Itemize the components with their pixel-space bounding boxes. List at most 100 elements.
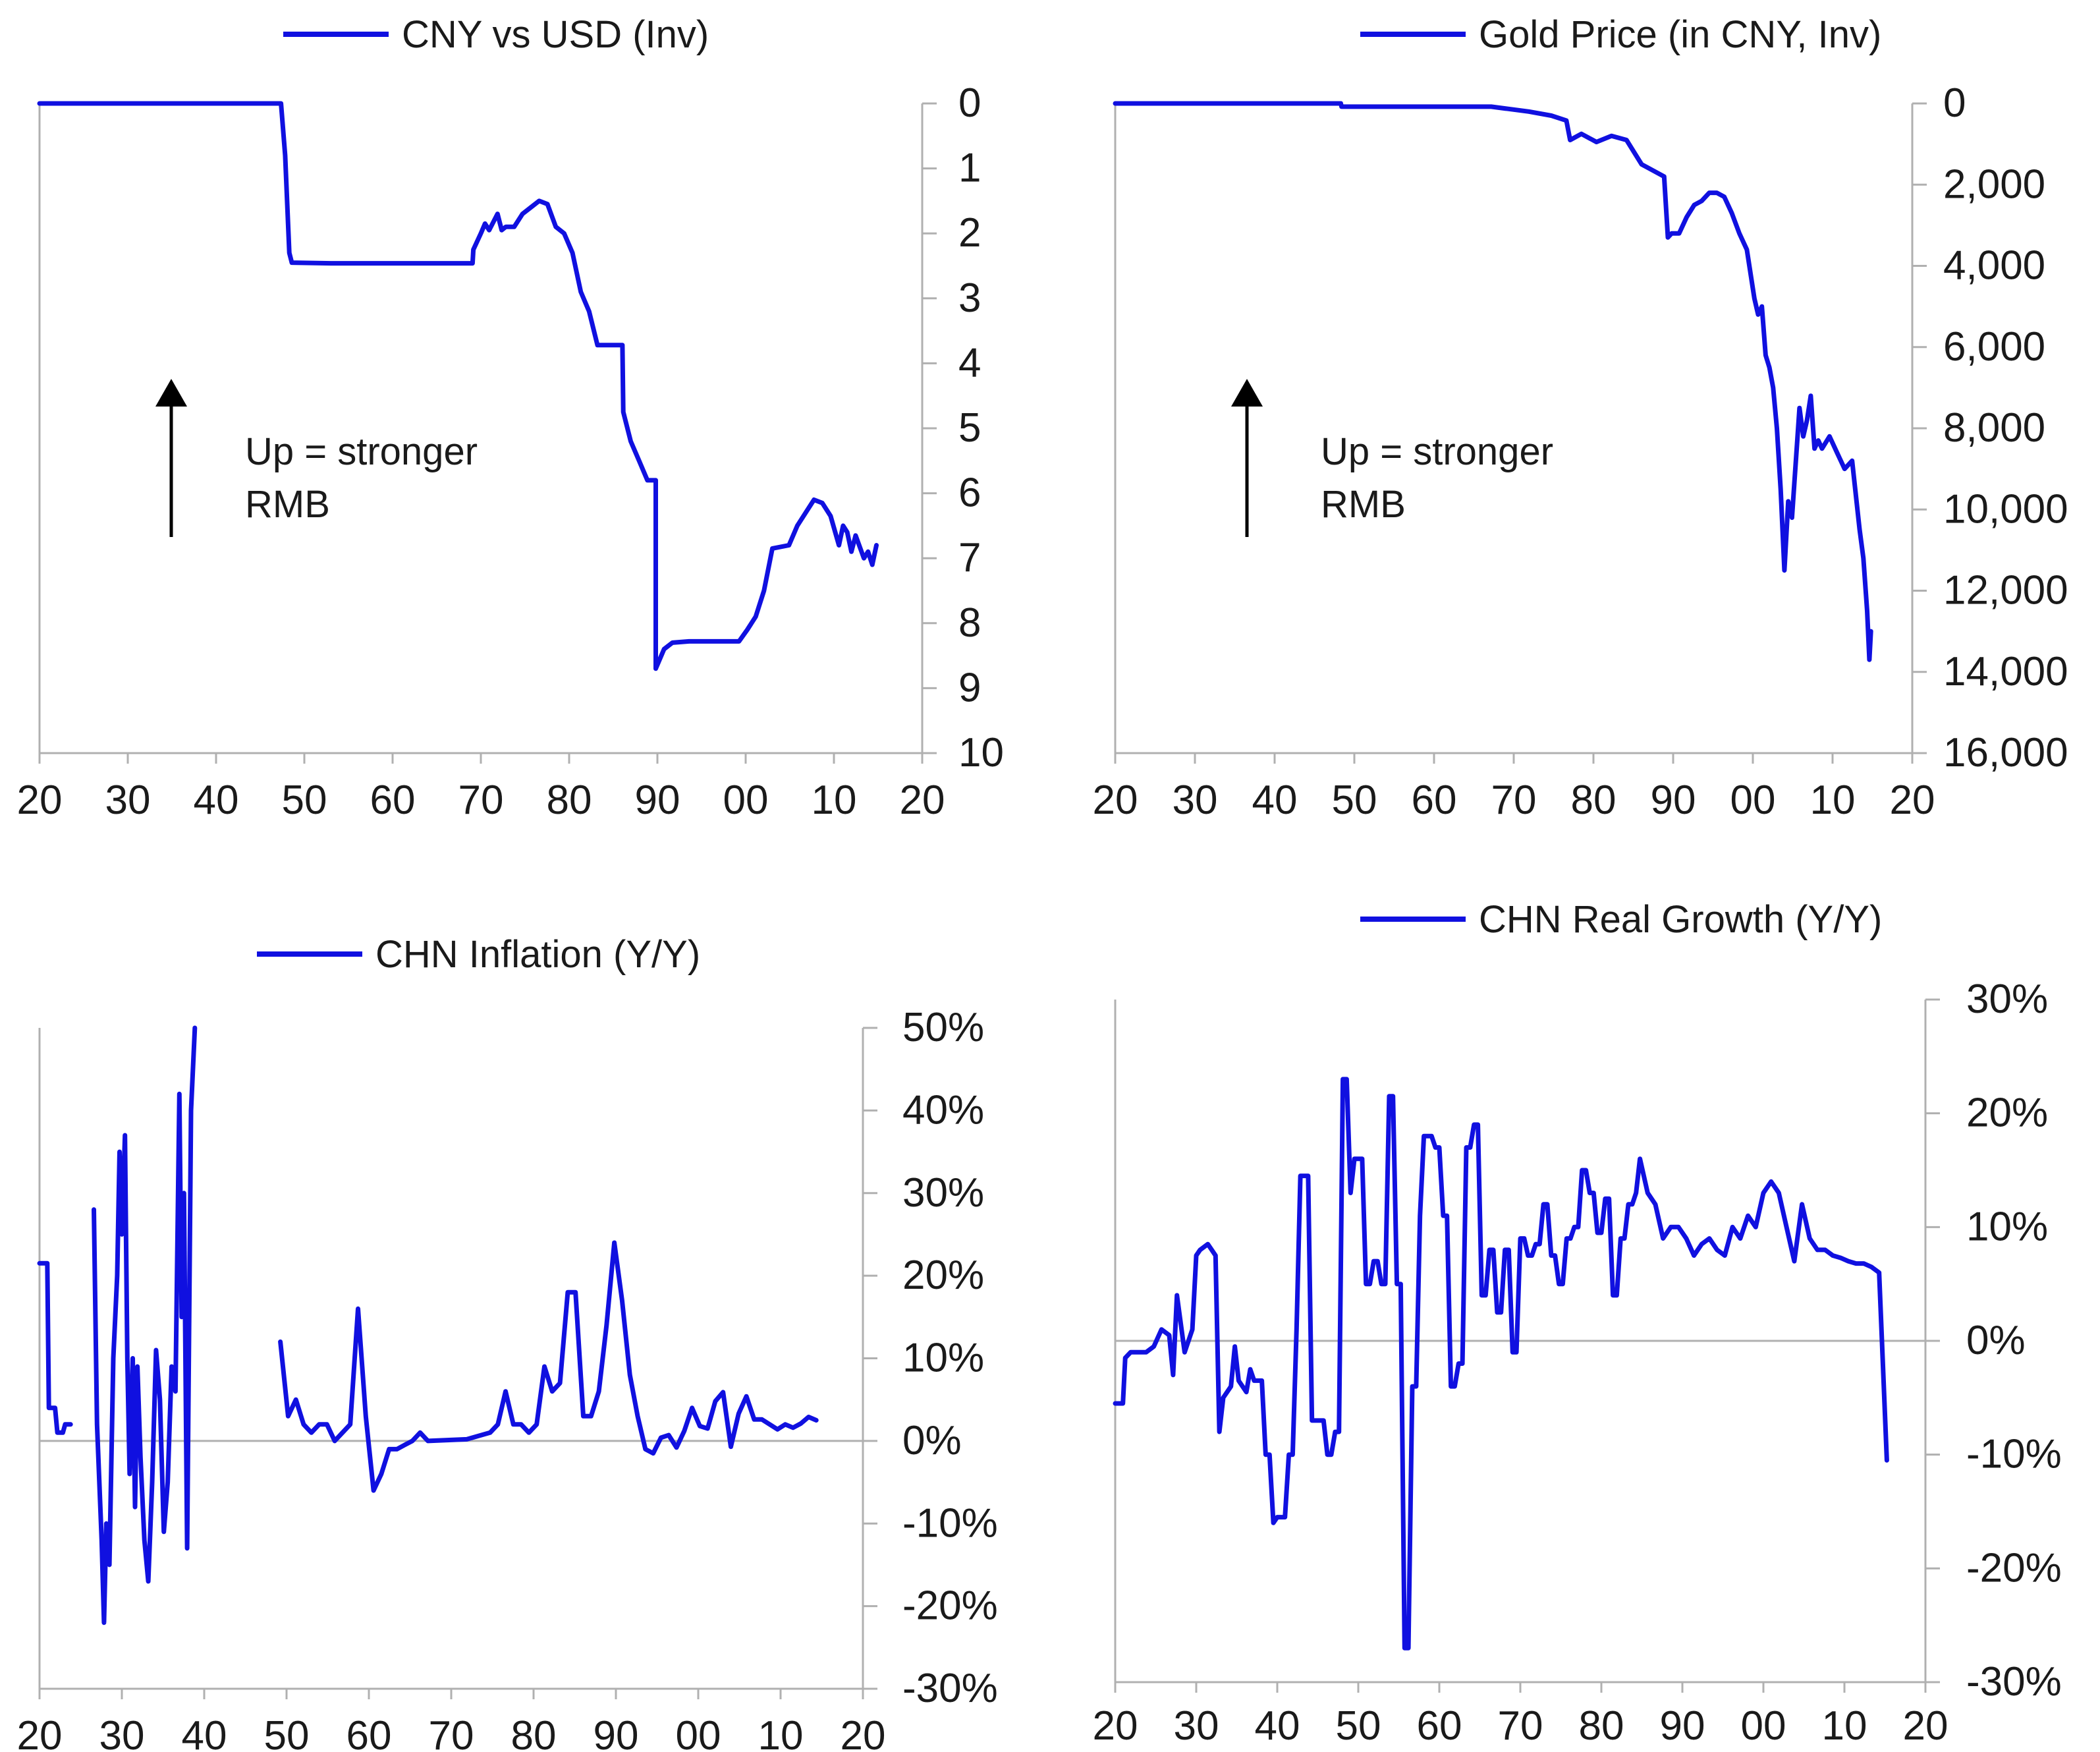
x-tick-label: 20 <box>900 777 945 823</box>
y-tick-label: -20% <box>1966 1545 2062 1591</box>
x-tick-label: 00 <box>1741 1703 1786 1749</box>
series-line <box>1113 101 1873 662</box>
x-tick-label: 70 <box>1491 777 1537 823</box>
x-tick-label: 20 <box>1903 1703 1948 1749</box>
x-tick-label: 50 <box>1336 1703 1381 1749</box>
y-tick-label: 7 <box>958 535 981 580</box>
y-tick-label: 10 <box>958 730 1004 776</box>
x-tick-label: 00 <box>723 777 769 823</box>
legend-label: Gold Price (in CNY, Inv) <box>1479 13 1881 56</box>
x-tick-label: 30 <box>1174 1703 1219 1749</box>
annotation-text: RMB <box>245 483 330 526</box>
x-tick-label: 90 <box>1660 1703 1705 1749</box>
y-tick-label: -10% <box>1966 1432 2062 1477</box>
y-tick-label: 14,000 <box>1943 649 2068 694</box>
x-tick-label: 10 <box>812 777 857 823</box>
x-tick-label: 40 <box>1255 1703 1300 1749</box>
y-tick-label: 30% <box>1966 976 2048 1022</box>
y-tick-label: 16,000 <box>1943 730 2068 776</box>
chart-1: 0 1 2 3 4 5 6 7 8 9 10 20 30 40 50 60 70 80 90 00 10 20 CNY vs… <box>17 13 1004 823</box>
y-tick-label: 8,000 <box>1943 405 2045 451</box>
legend-label: CHN Real Growth (Y/Y) <box>1479 898 1882 941</box>
x-tick-label: 80 <box>547 777 592 823</box>
x-tick-label: 60 <box>1412 777 1457 823</box>
annotation-text: RMB <box>1321 483 1406 526</box>
y-tick-label: 2 <box>958 210 981 256</box>
series-line <box>92 1025 198 1625</box>
y-tick-label: 10,000 <box>1943 486 2068 532</box>
x-tick-label: 20 <box>1093 1703 1138 1749</box>
x-tick-label: 40 <box>182 1713 227 1752</box>
y-tick-label: 4,000 <box>1943 243 2045 289</box>
legend-label: CNY vs USD (Inv) <box>402 13 709 56</box>
x-tick-label: 20 <box>841 1713 886 1752</box>
x-tick-label: 80 <box>511 1713 557 1752</box>
series-line <box>278 1240 819 1493</box>
annotation-text: Up = stronger <box>1321 430 1553 473</box>
x-tick-label: 00 <box>1730 777 1776 823</box>
y-tick-label: 20% <box>902 1253 984 1298</box>
y-tick-label: 20% <box>1966 1090 2048 1136</box>
x-tick-label: 50 <box>282 777 327 823</box>
x-tick-label: 30 <box>99 1713 145 1752</box>
y-tick-label: -30% <box>1966 1659 2062 1705</box>
x-tick-label: 70 <box>1498 1703 1543 1749</box>
x-tick-label: 20 <box>17 1713 63 1752</box>
x-tick-label: 40 <box>194 777 239 823</box>
y-tick-label: -10% <box>902 1500 998 1546</box>
y-tick-label: 6 <box>958 470 981 516</box>
up-arrow-icon <box>155 379 187 407</box>
x-tick-label: 30 <box>105 777 151 823</box>
y-tick-label: 3 <box>958 275 981 321</box>
y-tick-label: 1 <box>958 146 981 191</box>
x-tick-label: 60 <box>370 777 416 823</box>
x-tick-label: 90 <box>594 1713 639 1752</box>
chart-4: 30% 20% 10% 0% -10% -20% -30% 20 30 40 50 60 70 80 90 0… <box>1093 898 2062 1749</box>
x-tick-label: 20 <box>1093 777 1138 823</box>
up-arrow-icon <box>1231 379 1263 407</box>
x-tick-label: 40 <box>1252 777 1298 823</box>
series-line <box>37 101 879 671</box>
y-tick-label: 5 <box>958 405 981 451</box>
y-tick-label: 50% <box>902 1005 984 1050</box>
series-line <box>37 1260 73 1435</box>
x-tick-label: 80 <box>1571 777 1616 823</box>
y-tick-label: 40% <box>902 1087 984 1133</box>
y-tick-label: -20% <box>902 1583 998 1629</box>
x-tick-label: 70 <box>429 1713 474 1752</box>
y-tick-label: 12,000 <box>1943 568 2068 613</box>
chart-3: 50% 40% 30% 20% 10% 0% -10% -20% -30% 20 30 40 50 60 7… <box>17 933 998 1752</box>
y-tick-label: 6,000 <box>1943 324 2045 370</box>
y-tick-label: 0% <box>1966 1318 2026 1363</box>
y-tick-label: 10% <box>1966 1204 2048 1249</box>
y-tick-label: 8 <box>958 600 981 646</box>
y-tick-label: 10% <box>902 1336 984 1381</box>
x-tick-label: 00 <box>676 1713 721 1752</box>
x-tick-label: 10 <box>758 1713 804 1752</box>
annotation-text: Up = stronger <box>245 430 478 473</box>
y-tick-label: 2,000 <box>1943 161 2045 207</box>
x-tick-label: 50 <box>264 1713 310 1752</box>
y-tick-label: 0 <box>958 80 981 126</box>
x-tick-label: 90 <box>635 777 680 823</box>
x-tick-label: 20 <box>17 777 63 823</box>
x-tick-label: 10 <box>1810 777 1856 823</box>
chart-2: 0 2,000 4,000 6,000 8,000 10,000 12,000 14,000 1… <box>1093 13 2068 823</box>
y-tick-label: 9 <box>958 665 981 710</box>
y-tick-label: 4 <box>958 340 981 385</box>
x-tick-label: 60 <box>346 1713 392 1752</box>
x-tick-label: 90 <box>1651 777 1696 823</box>
x-tick-label: 20 <box>1890 777 1935 823</box>
y-tick-label: -30% <box>902 1666 998 1711</box>
x-tick-label: 70 <box>458 777 504 823</box>
y-tick-label: 30% <box>902 1170 984 1216</box>
series-line <box>1113 1077 1889 1651</box>
x-tick-label: 10 <box>1822 1703 1867 1749</box>
x-tick-label: 30 <box>1173 777 1218 823</box>
y-tick-label: 0% <box>902 1418 962 1463</box>
x-tick-label: 80 <box>1579 1703 1624 1749</box>
x-tick-label: 50 <box>1332 777 1377 823</box>
x-tick-label: 60 <box>1417 1703 1462 1749</box>
legend-label: CHN Inflation (Y/Y) <box>375 933 700 976</box>
